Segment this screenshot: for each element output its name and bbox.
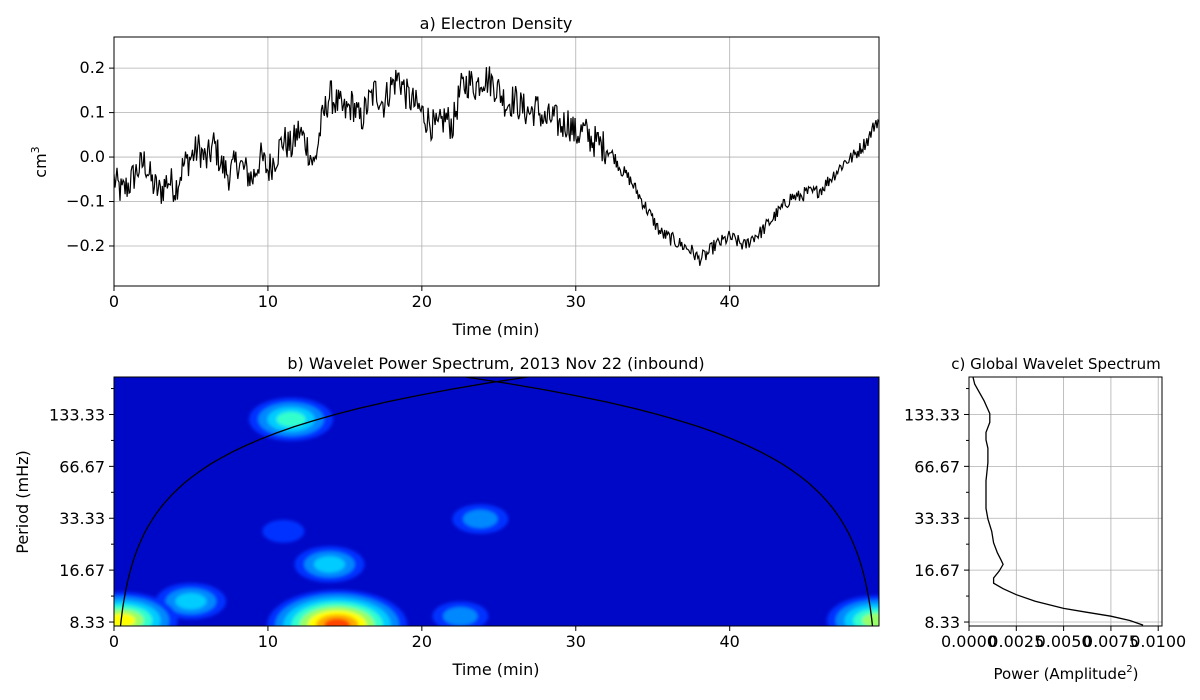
panel-c-xlabel-superscript: 2 xyxy=(1126,664,1132,675)
panel-c-ytick-label: 66.67 xyxy=(914,457,960,476)
panel-b-ytick-label: 33.33 xyxy=(59,509,105,528)
panel-b-xtick-label: 10 xyxy=(258,632,278,651)
panel-c-y-ticks: 133.33 66.67 33.33 16.67 8.33 xyxy=(904,388,969,632)
panel-c-ytick-label: 8.33 xyxy=(924,613,960,632)
panel-c-ytick-label: 133.33 xyxy=(904,405,960,424)
panel-a-ylabel-superscript: 3 xyxy=(29,146,42,153)
panel-a-xtick-label: 40 xyxy=(720,292,740,311)
panel-a-ytick-label: 0.0 xyxy=(80,147,105,166)
power-contour-level xyxy=(175,593,207,610)
panel-b-xlabel: Time (min) xyxy=(452,660,540,679)
panel-c-xlabel-text: Power (Amplitude xyxy=(993,665,1126,683)
panel-b-xtick-label: 0 xyxy=(109,632,119,651)
panel-a-ylabel: cm3 xyxy=(29,146,50,177)
panel-a-x-ticks: 0 10 20 30 40 xyxy=(109,286,740,311)
panel-b-title: b) Wavelet Power Spectrum, 2013 Nov 22 (… xyxy=(287,354,704,373)
panel-c-series-line xyxy=(972,377,1144,626)
panel-b-x-ticks: 0 10 20 30 40 xyxy=(109,626,740,651)
panel-electron-density: a) Electron Density 0 10 20 30 40 −0.2 −0.1 0.… xyxy=(29,14,880,339)
panel-b-xtick-label: 20 xyxy=(412,632,432,651)
panel-wavelet-power: b) Wavelet Power Spectrum, 2013 Nov 22 (… xyxy=(13,354,880,679)
panel-b-ytick-label: 16.67 xyxy=(59,561,105,580)
panel-c-ytick-label: 16.67 xyxy=(914,561,960,580)
power-contour-level xyxy=(276,411,306,427)
panel-c-xtick-label: 0.0100 xyxy=(1130,632,1186,651)
panel-a-title: a) Electron Density xyxy=(420,14,573,33)
power-contour-level xyxy=(443,607,478,626)
panel-a-ytick-label: 0.2 xyxy=(80,58,105,77)
panel-b-frame xyxy=(113,376,880,627)
panel-a-xtick-label: 20 xyxy=(412,292,432,311)
panel-b-ytick-label: 8.33 xyxy=(69,613,105,632)
panel-b-ytick-label: 66.67 xyxy=(59,457,105,476)
panel-a-xtick-label: 30 xyxy=(566,292,586,311)
panel-a-ytick-label: −0.2 xyxy=(66,236,105,255)
power-contour-level xyxy=(463,509,498,529)
power-contour-level xyxy=(324,618,351,626)
cone-of-influence-right xyxy=(465,377,874,626)
power-contour-level xyxy=(313,556,346,573)
panel-b-contours xyxy=(114,397,879,626)
panel-b-ytick-label: 133.33 xyxy=(49,405,105,424)
panel-a-xlabel: Time (min) xyxy=(452,320,540,339)
panel-a-xtick-label: 0 xyxy=(109,292,119,311)
panel-c-xlabel: Power (Amplitude2) xyxy=(993,664,1138,683)
panel-c-ytick-label: 33.33 xyxy=(914,509,960,528)
panel-b-ylabel: Period (mHz) xyxy=(13,450,32,553)
power-contour-level xyxy=(861,613,879,626)
panel-c-xtick-label: 0.0050 xyxy=(1036,632,1092,651)
panel-a-grid xyxy=(113,37,879,286)
panel-a-ytick-label: −0.1 xyxy=(66,192,105,211)
panel-c-xlabel-suffix: ) xyxy=(1133,665,1139,683)
panel-c-xtick-label: 0.0075 xyxy=(1083,632,1139,651)
panel-c-grid xyxy=(968,377,1162,626)
power-contour-level xyxy=(114,613,136,626)
panel-b-background xyxy=(114,377,879,626)
panel-a-xtick-label: 10 xyxy=(258,292,278,311)
panel-c-title: c) Global Wavelet Spectrum xyxy=(951,355,1160,373)
panel-c-xtick-label: 0.0000 xyxy=(941,632,997,651)
power-contour-level xyxy=(262,519,305,543)
cone-of-influence-left xyxy=(119,377,528,626)
panel-global-wavelet: c) Global Wavelet Spectrum 0.00000.00250… xyxy=(904,355,1186,683)
panel-a-y-ticks: −0.2 −0.1 0.0 0.1 0.2 xyxy=(66,58,114,255)
panel-b-y-ticks: 133.33 66.67 33.33 16.67 8.33 xyxy=(49,388,114,632)
panel-c-frame xyxy=(968,376,1163,627)
panel-c-xtick-label: 0.0025 xyxy=(988,632,1044,651)
panel-a-frame xyxy=(113,36,880,287)
panel-b-xtick-label: 40 xyxy=(720,632,740,651)
panel-a-ylabel-text: cm xyxy=(31,153,50,177)
panel-b-xtick-label: 30 xyxy=(566,632,586,651)
panel-a-ytick-label: 0.1 xyxy=(80,103,105,122)
panel-a-series-line xyxy=(114,66,879,266)
